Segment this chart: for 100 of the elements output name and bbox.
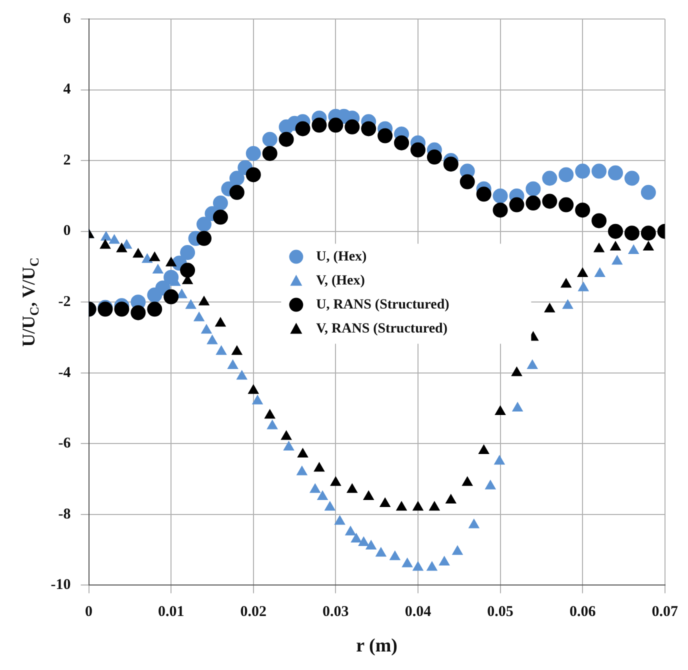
point	[229, 170, 244, 186]
point	[310, 484, 320, 493]
point	[610, 241, 621, 250]
point	[278, 132, 294, 147]
point	[495, 406, 506, 416]
point	[511, 366, 522, 376]
point	[426, 562, 438, 571]
point	[478, 444, 490, 454]
point	[109, 234, 120, 244]
point	[361, 121, 376, 136]
point	[562, 300, 574, 309]
point	[527, 360, 538, 370]
x-tick-label: 0.02	[240, 604, 267, 620]
y-tick-label: 0	[63, 223, 71, 240]
point	[232, 346, 242, 355]
point	[262, 146, 278, 161]
point	[345, 526, 356, 536]
point	[267, 420, 278, 430]
point	[196, 216, 212, 232]
point	[196, 230, 212, 246]
point	[526, 181, 541, 196]
point	[186, 300, 196, 309]
point	[429, 501, 440, 511]
point	[594, 243, 604, 252]
point	[509, 197, 524, 212]
point	[560, 278, 572, 288]
point	[180, 245, 196, 260]
point	[476, 186, 492, 202]
y-tick-label: -10	[50, 577, 71, 594]
point	[100, 231, 112, 241]
point	[412, 562, 424, 571]
point	[542, 170, 558, 186]
point	[358, 536, 369, 546]
point	[298, 448, 308, 458]
point	[558, 167, 574, 182]
point	[608, 165, 623, 180]
point	[334, 516, 346, 525]
point	[526, 196, 541, 211]
point	[346, 484, 358, 493]
point	[215, 317, 226, 327]
point	[376, 547, 386, 557]
x-tick-label: 0.04	[404, 604, 432, 620]
point	[149, 252, 160, 262]
y-axis-title: U/UC, V/UC	[18, 257, 42, 347]
y-tick-label: 4	[63, 82, 72, 98]
point	[262, 132, 278, 147]
point	[216, 346, 227, 355]
point	[248, 384, 259, 394]
x-tick-label: 0.05	[487, 604, 514, 620]
y-tick-label: -8	[58, 506, 71, 522]
point	[252, 395, 263, 404]
point	[624, 170, 640, 186]
point	[317, 490, 328, 500]
point	[130, 305, 146, 320]
point	[295, 121, 310, 136]
point	[176, 289, 188, 298]
legend-label: U, RANS (Structured)	[316, 297, 450, 312]
point	[578, 282, 589, 292]
point	[228, 360, 238, 370]
point	[296, 466, 308, 476]
point	[628, 244, 639, 254]
point	[314, 462, 324, 472]
point	[366, 540, 376, 550]
legend-label: V, (Hex)	[316, 273, 366, 288]
point	[132, 248, 144, 258]
x-tick-label: 0.07	[652, 604, 678, 620]
point	[330, 476, 341, 486]
point	[246, 167, 261, 182]
point	[312, 118, 327, 133]
point	[608, 224, 623, 239]
x-tick-label: 0.01	[158, 604, 184, 620]
legend-label: V, RANS (Structured)	[316, 321, 448, 336]
point	[229, 184, 244, 200]
x-tick-label: 0.03	[322, 604, 349, 620]
point	[452, 546, 463, 555]
point	[446, 494, 456, 504]
point	[612, 255, 622, 265]
point	[363, 490, 374, 500]
point	[558, 197, 574, 212]
point	[643, 241, 654, 250]
point	[142, 254, 152, 263]
point	[180, 262, 196, 278]
point	[410, 142, 426, 158]
point	[443, 156, 458, 172]
point	[380, 498, 390, 508]
point	[439, 556, 450, 566]
point	[206, 335, 218, 344]
point	[351, 533, 362, 542]
point	[575, 164, 590, 179]
point	[460, 174, 475, 190]
point	[592, 164, 607, 179]
point	[640, 226, 656, 241]
point	[328, 118, 344, 133]
point	[402, 558, 413, 568]
y-tick-label: -4	[58, 364, 72, 381]
point	[147, 302, 162, 317]
point	[212, 196, 228, 211]
point	[390, 550, 400, 560]
point	[594, 268, 606, 278]
point	[324, 501, 336, 511]
